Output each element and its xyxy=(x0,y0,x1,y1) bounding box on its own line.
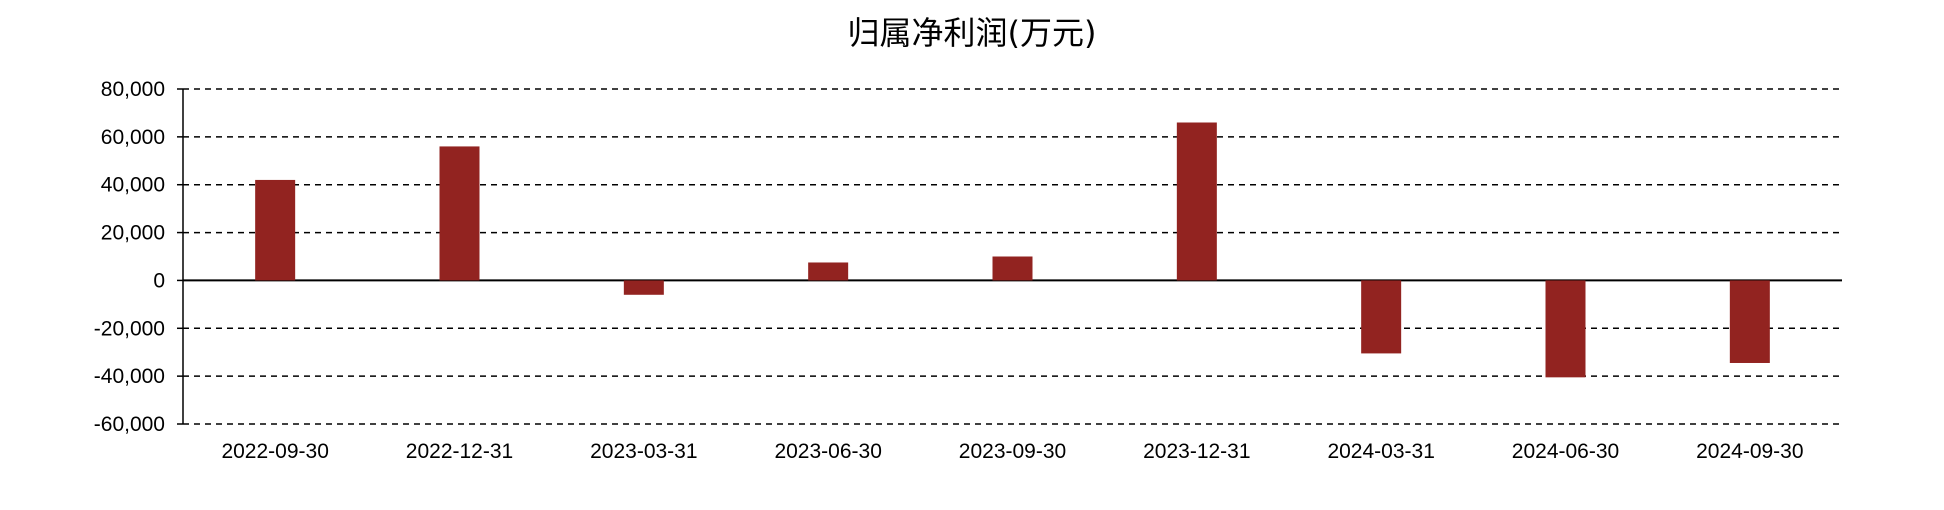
y-tick-label: 60,000 xyxy=(101,126,165,149)
tick-labels: 80,000 60,000 40,000 20,000 0 -20,000 -40,000 -… xyxy=(94,78,1804,463)
bar-2023-03-31 xyxy=(623,280,664,295)
bars xyxy=(255,122,1770,378)
bar-2023-12-31 xyxy=(1176,122,1217,281)
bar-2022-09-30 xyxy=(255,179,296,281)
y-tick-label: 40,000 xyxy=(101,174,165,197)
y-tick-label: -40,000 xyxy=(94,365,165,388)
x-tick-label: 2023-06-30 xyxy=(774,440,881,463)
bar-2022-12-31 xyxy=(439,146,480,281)
x-tick-label: 2024-09-30 xyxy=(1696,440,1803,463)
bar-2023-09-30 xyxy=(992,256,1033,281)
x-tick-label: 2023-03-31 xyxy=(590,440,697,463)
y-tick-label: -20,000 xyxy=(94,317,165,340)
x-tick-label: 2023-09-30 xyxy=(959,440,1066,463)
y-tick-label: -60,000 xyxy=(94,413,165,436)
y-tick-label: 0 xyxy=(153,269,165,292)
bar-2023-06-30 xyxy=(808,262,849,281)
y-tick-label: 20,000 xyxy=(101,222,165,245)
x-tick-label: 2023-12-31 xyxy=(1143,440,1250,463)
x-tick-label: 2024-06-30 xyxy=(1512,440,1619,463)
x-tick-label: 2024-03-31 xyxy=(1327,440,1434,463)
x-tick-label: 2022-09-30 xyxy=(221,440,328,463)
x-tick-label: 2022-12-31 xyxy=(406,440,513,463)
bar-2024-09-30 xyxy=(1729,280,1770,363)
bar-2024-06-30 xyxy=(1545,280,1586,378)
bar-2024-03-31 xyxy=(1361,280,1402,354)
y-tick-label: 80,000 xyxy=(101,78,165,101)
chart-title: 归属净利润(万元) xyxy=(847,14,1097,52)
